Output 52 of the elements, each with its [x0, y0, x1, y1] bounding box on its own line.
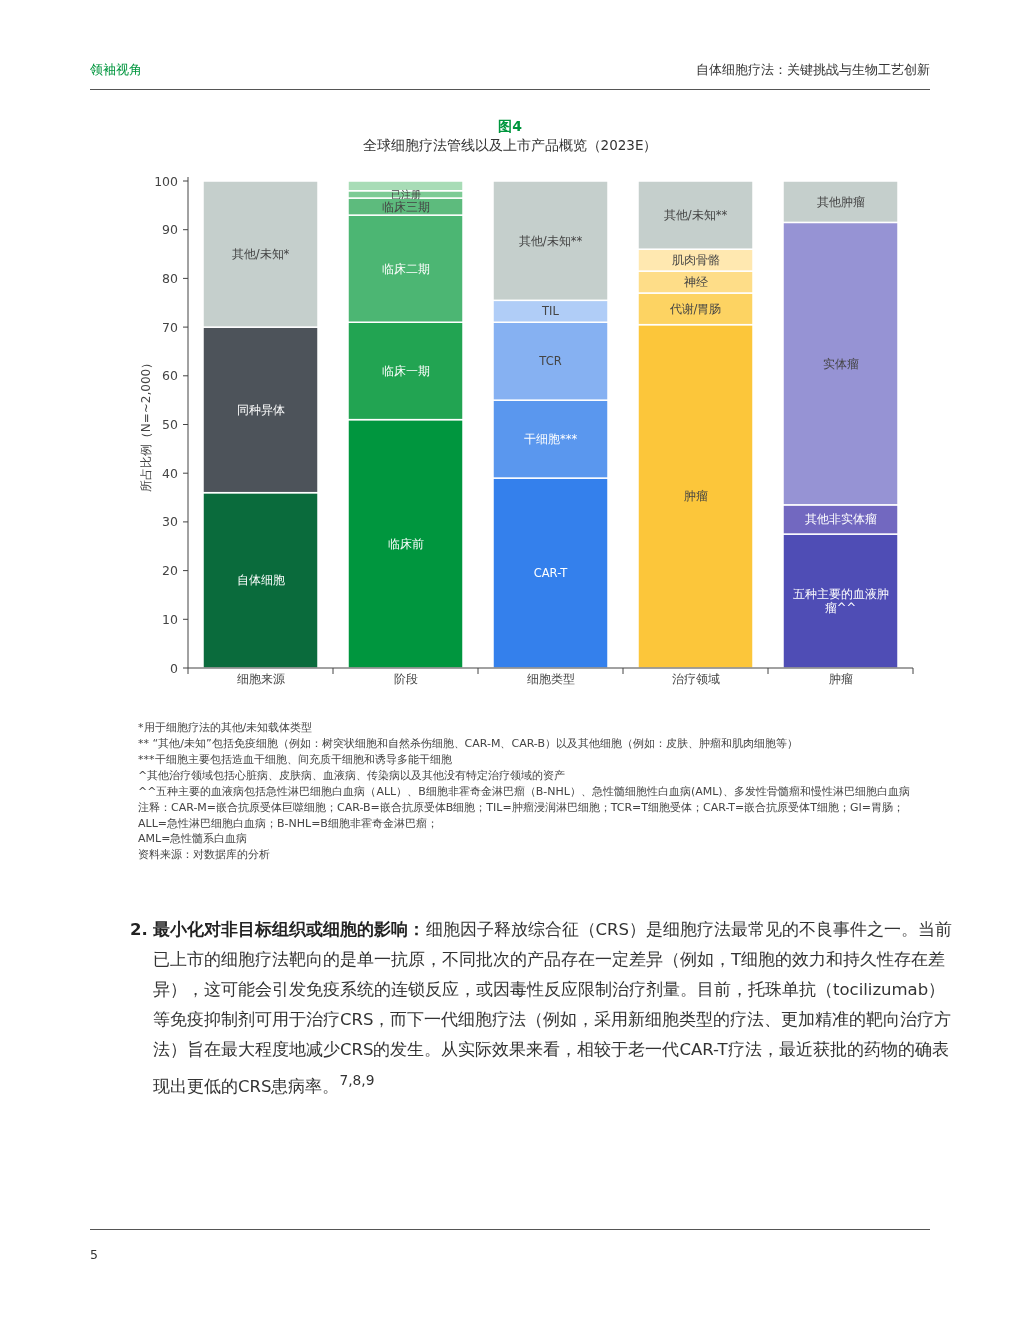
- series-label: 其他/未知*: [231, 247, 290, 262]
- x-tick-label: 细胞类型: [526, 672, 575, 686]
- x-tick-label: 细胞来源: [236, 672, 285, 686]
- series-label: 实体瘤: [822, 356, 859, 371]
- y-tick-label: 100: [154, 173, 179, 189]
- series-label: 干细胞***: [523, 432, 578, 447]
- series-label: 代谢/胃肠: [668, 301, 722, 316]
- text: 资料来源：对数据库的分析: [138, 847, 271, 863]
- y-tick-label: 90: [162, 222, 179, 238]
- chart-title: 图4: [498, 118, 523, 134]
- series-label: TCR: [538, 354, 562, 369]
- series-label: 其他肿瘤: [816, 194, 865, 209]
- text: 注释：CAR-M=嵌合抗原受体巨噬细胞；CAR-B=嵌合抗原受体B细胞；TIL=肿瘤浸润淋巴细胞；TCR=T细胞受体；CAR-T=嵌合抗原受体T细胞；GI=胃肠；ALL=急性淋巴细胞白血病；B-NHL=B细胞非霍奇金淋巴瘤；: [138, 800, 905, 831]
- series-label: 其他非实体瘤: [804, 512, 877, 527]
- text: ^^五种主要的血液病包括急性淋巴细胞白血病（ALL）、B细胞非霍奇金淋巴瘤（B-NHL）、急性髓细胞性白血病(AML)、多发性骨髓瘤和慢性淋巴细胞白血病: [138, 784, 911, 800]
- series-label: 其他/未知**: [663, 208, 728, 223]
- text: 领袖视角: [90, 62, 142, 79]
- series-label: 临床三期: [381, 199, 430, 214]
- series-label: 神经: [683, 275, 708, 290]
- y-tick-label: 10: [162, 611, 179, 627]
- x-tick-label: 治疗领域: [671, 672, 720, 686]
- series-label: 自体细胞: [236, 573, 285, 588]
- text: ** “其他/未知”包括免疫细胞（例如：树突状细胞和自然杀伤细胞、CAR-M、CAR-B）以及其他细胞（例如：皮肤、肿瘤和肌肉细胞等）: [138, 736, 799, 752]
- series-label: 肿瘤: [683, 489, 708, 504]
- y-tick-label: 0: [170, 660, 179, 676]
- series-label: 肌肉骨骼: [671, 253, 720, 268]
- series-label: TIL: [541, 304, 560, 319]
- text: ***干细胞主要包括造血干细胞、间充质干细胞和诱导多能干细胞: [138, 752, 453, 768]
- x-tick-label: 肿瘤: [828, 672, 853, 686]
- y-tick-label: 70: [162, 319, 179, 335]
- chart-subtitle: 全球细胞疗法管线以及上市产品概览（2023E）: [362, 137, 658, 153]
- text: 5: [90, 1247, 98, 1262]
- series-label: CAR-T: [533, 566, 569, 581]
- text: 2. 最小化对非目标组织或细胞的影响：细胞因子释放综合征（CRS）是细胞疗法最常见的不良事件之一。当前已上市的细胞疗法靶向的是单一抗原，不同批次的产品存在一定差异（例如，T细胞的效力和持久性存在差异），这可能会引发免疫系统的连锁反应，或因毒性反应限制治疗剂量。目前，托珠单抗（tocilizumab）等免疫抑制剂可用于治疗CRS，而下一代细胞疗法（例如，采用新细胞类型的疗法、更加精准的靶向治疗方法）旨在最大程度地减少CRS的发生。从实际效果来看，相较于老一代CAR-T疗法，最近获批的药物的确表现出更低的CRS患病率。$^{7,8,9}$: [130, 919, 953, 1098]
- series-label: 临床一期: [381, 363, 430, 378]
- text: *用于细胞疗法的其他/未知载体类型: [138, 720, 314, 736]
- text: AML=急性髓系白血病: [138, 831, 249, 847]
- y-axis-title: 所占比例（N=~2,000）: [139, 356, 153, 493]
- y-tick-label: 80: [162, 270, 179, 286]
- series-label: 同种异体: [236, 402, 285, 417]
- series-label: 五种主要的血液肿瘤^^: [792, 587, 889, 615]
- y-tick-label: 50: [162, 417, 179, 432]
- y-tick-label: 40: [162, 465, 179, 481]
- text: 自体细胞疗法：关键挑战与生物工艺创新: [696, 62, 930, 79]
- series-label: 其他/未知**: [518, 233, 583, 248]
- series-label: 临床二期: [381, 261, 430, 276]
- y-tick-label: 30: [162, 514, 179, 530]
- y-tick-label: 60: [162, 368, 179, 384]
- series-label: 临床前: [387, 536, 424, 551]
- y-tick-label: 20: [162, 563, 179, 579]
- text: ^其他治疗领域包括心脏病、皮肤病、血液病、传染病以及其他没有特定治疗领域的资产: [138, 768, 567, 784]
- x-tick-label: 阶段: [393, 672, 418, 686]
